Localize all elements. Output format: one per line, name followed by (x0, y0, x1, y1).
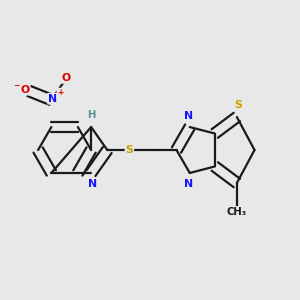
Text: S: S (125, 145, 133, 155)
Text: O: O (20, 85, 29, 94)
Text: +: + (57, 88, 63, 98)
Text: −: − (13, 81, 19, 90)
Text: O: O (61, 73, 70, 83)
Text: N: N (48, 94, 57, 104)
Text: H: H (88, 110, 96, 120)
Text: N: N (184, 179, 193, 189)
Text: S: S (235, 100, 242, 110)
Text: CH₃: CH₃ (227, 207, 247, 217)
Text: N: N (184, 111, 193, 121)
Text: N: N (88, 179, 97, 189)
